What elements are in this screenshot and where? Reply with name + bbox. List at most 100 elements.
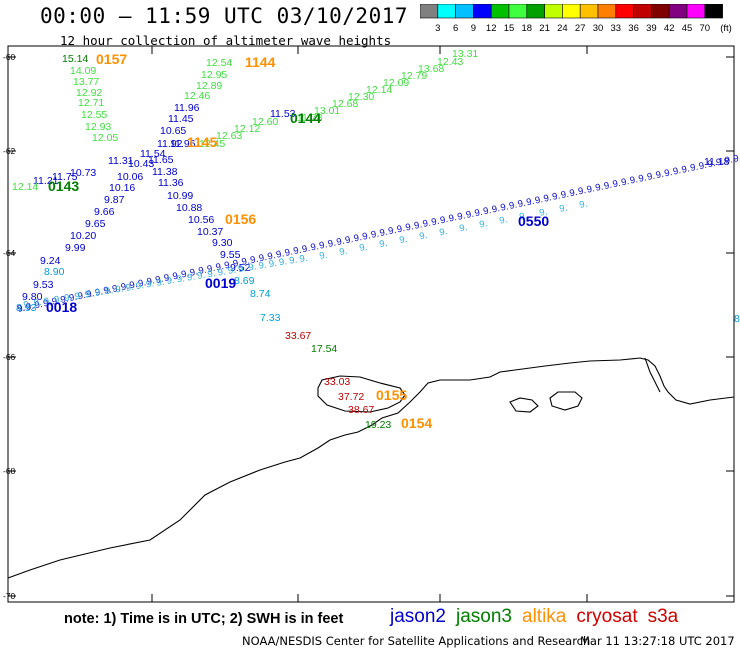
track-cluster-glyph: 9. — [379, 227, 389, 239]
track-cluster-glyph: 9. — [422, 218, 432, 230]
track-cluster-glyph: 9. — [145, 278, 155, 290]
wave-height-label: 12.89 — [196, 80, 222, 92]
track-cluster-glyph: 9. — [577, 185, 587, 197]
wave-height-label: 8.69 — [234, 275, 255, 287]
track-cluster-glyph: 9. — [268, 258, 278, 270]
track-cluster-glyph: 9. — [196, 270, 206, 282]
wave-height-label: 33.03 — [324, 376, 350, 388]
track-cluster-glyph: 9. — [491, 203, 501, 215]
track-cluster-glyph: 9. — [478, 218, 488, 230]
track-cluster-glyph: 9. — [499, 201, 509, 213]
track-cluster-glyph: 9. — [706, 158, 716, 170]
track-cluster-glyph: 9. — [620, 176, 630, 188]
track-cluster-glyph: 9. — [538, 206, 548, 218]
track-cluster-glyph: 9. — [59, 294, 69, 306]
track-cluster-glyph: 9. — [217, 266, 227, 278]
wave-height-label: 38.67 — [348, 404, 374, 416]
scale-level-label: 33 — [611, 23, 622, 34]
track-cluster-glyph: 9. — [418, 230, 428, 242]
wave-height-label: 9.80 — [22, 291, 43, 303]
wave-height-label: 12.79 — [401, 70, 427, 82]
track-cluster-glyph: 9. — [34, 299, 44, 311]
track-cluster-glyph: 9. — [336, 236, 346, 248]
coastline — [7, 357, 735, 579]
track-cluster-glyph: 9. — [125, 282, 135, 294]
track-cluster-glyph: 9. — [115, 283, 125, 295]
track-cluster-glyph: 9. — [288, 255, 298, 267]
latitude-label: -60 — [3, 52, 16, 62]
track-cluster-glyph: 9. — [129, 279, 139, 291]
wave-height-label: 8.74 — [250, 288, 271, 300]
wave-height-label: 12.54 — [206, 57, 232, 69]
track-time-label: 1145 — [187, 134, 218, 150]
track-cluster-glyph: 9. — [458, 222, 468, 234]
wave-height-label: 12.30 — [348, 91, 374, 103]
track-cluster-glyph: 9. — [53, 294, 63, 306]
track-cluster-glyph: 9. — [578, 199, 588, 211]
axis-ticks — [7, 46, 735, 602]
wave-height-label: 7.33 — [260, 312, 281, 324]
track-cluster-glyph: 9. — [206, 263, 216, 275]
scale-level-label: 42 — [664, 23, 675, 34]
track-cluster-glyph: 9. — [25, 301, 35, 313]
track-cluster-glyph: 9. — [207, 268, 217, 280]
wave-height-label: 11.36 — [158, 177, 184, 189]
wave-height-label: 11.38 — [152, 166, 178, 178]
track-cluster-glyph: 9. — [398, 234, 408, 246]
track-cluster-glyph: 9. — [166, 275, 176, 287]
track-cluster-glyph: 9. — [172, 270, 182, 282]
track-cluster-glyph: 9. — [43, 295, 53, 307]
track-cluster-glyph: 9. — [646, 171, 656, 183]
track-cluster-glyph: 9. — [154, 274, 164, 286]
footnote: note: 1) Time is in UTC; 2) SWH is in fe… — [64, 611, 344, 627]
latitude-label: -70 — [3, 591, 16, 601]
track-cluster-glyph: 9. — [465, 209, 475, 221]
wave-height-label: 10.06 — [117, 171, 143, 183]
scale-unit-label: (ft) — [720, 23, 732, 34]
track-cluster-glyph: 9. — [448, 212, 458, 224]
wave-height-label: 9.52 — [230, 262, 251, 274]
track-cluster-glyph: 9. — [474, 207, 484, 219]
legend-jason3: jason3 — [456, 606, 512, 627]
track-cluster-glyph: 9. — [68, 292, 78, 304]
track-cluster-glyph: 9. — [378, 238, 388, 250]
wave-height-label: 10.65 — [160, 125, 186, 137]
wave-height-label: 11.75 — [52, 171, 78, 183]
track-cluster-glyph: 9. — [292, 245, 302, 257]
track-cluster-glyph: 9. — [249, 254, 259, 266]
track-cluster-glyph: 9. — [94, 287, 104, 299]
track-cluster-glyph: 9. — [338, 246, 348, 258]
track-cluster-glyph: 9. — [456, 210, 466, 222]
creation-timestamp: Mar 11 13:27:18 UTC 2017 — [580, 634, 735, 648]
track-cluster-glyph: 9. — [430, 216, 440, 228]
track-cluster-glyph: 9. — [198, 265, 208, 277]
track-cluster-glyph: 9. — [551, 190, 561, 202]
page-title: 00:00 – 11:59 UTC 03/10/2017 — [40, 4, 409, 28]
legend-s3a: s3a — [647, 606, 679, 627]
track-cluster-glyph: 9. — [84, 289, 94, 301]
track-cluster-glyph: 9. — [33, 297, 43, 309]
track-cluster-glyph: 9. — [258, 260, 268, 272]
track-cluster-glyph: 9. — [299, 253, 309, 265]
track-cluster-glyph: 9. — [156, 277, 166, 289]
track-cluster-glyph: 9. — [438, 226, 448, 238]
track-cluster-glyph: 9. — [318, 239, 328, 251]
track-cluster-glyph: 9. — [508, 200, 518, 212]
track-cluster-glyph: 9. — [594, 181, 604, 193]
latitude-label: -68 — [3, 466, 16, 476]
wave-height-label: 11.18 — [704, 156, 730, 168]
track-cluster-glyph: 9. — [146, 275, 156, 287]
track-cluster-glyph: 9. — [267, 250, 277, 262]
track-cluster-glyph: 9. — [104, 285, 114, 297]
wave-height-label: 11.53 — [270, 108, 296, 120]
scale-level-label: 6 — [453, 23, 458, 34]
track-cluster-glyph: 9. — [64, 292, 74, 304]
track-cluster-glyph: 9. — [525, 196, 535, 208]
observations-layer: 15.1414.0913.7712.9212.7112.5512.9312.05… — [12, 48, 740, 431]
wave-height-label: 11.96 — [170, 138, 196, 150]
wave-height-label: 10.16 — [109, 182, 135, 194]
track-cluster-glyph: 9. — [498, 214, 508, 226]
track-cluster-glyph: 9. — [698, 160, 708, 172]
track-cluster-glyph: 9. — [534, 194, 544, 206]
legend-jason2: jason2 — [390, 606, 446, 627]
